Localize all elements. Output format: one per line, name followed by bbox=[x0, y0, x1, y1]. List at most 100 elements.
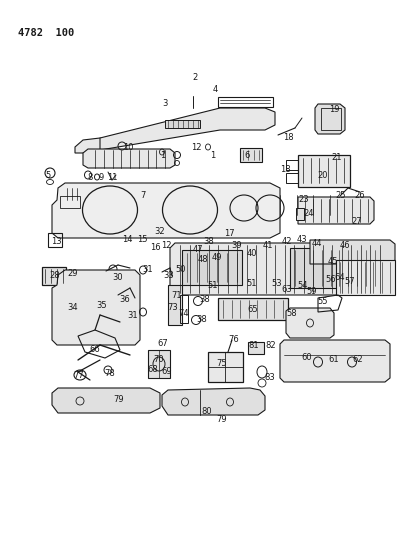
Bar bbox=[248, 342, 264, 354]
Bar bbox=[60, 196, 80, 208]
Text: 17: 17 bbox=[224, 230, 234, 238]
Text: 77: 77 bbox=[73, 372, 84, 381]
Text: 19: 19 bbox=[329, 106, 339, 115]
Polygon shape bbox=[310, 240, 395, 264]
Polygon shape bbox=[52, 183, 280, 238]
Bar bbox=[180, 295, 188, 323]
Text: 21: 21 bbox=[332, 154, 342, 163]
Text: 47: 47 bbox=[193, 245, 203, 254]
Text: 4782  100: 4782 100 bbox=[18, 28, 74, 38]
Text: 16: 16 bbox=[150, 244, 160, 253]
Text: 12: 12 bbox=[161, 241, 171, 251]
Text: 26: 26 bbox=[355, 191, 365, 200]
Text: 18: 18 bbox=[280, 166, 290, 174]
Text: 55: 55 bbox=[318, 297, 328, 306]
Text: 62: 62 bbox=[353, 356, 363, 365]
Text: 69: 69 bbox=[162, 367, 172, 376]
Text: 29: 29 bbox=[68, 269, 78, 278]
Text: 68: 68 bbox=[148, 366, 158, 375]
Bar bbox=[168, 285, 182, 325]
Text: 78: 78 bbox=[104, 368, 115, 377]
Polygon shape bbox=[315, 104, 345, 134]
Text: 75: 75 bbox=[217, 359, 227, 367]
Text: 25: 25 bbox=[336, 191, 346, 200]
Text: 57: 57 bbox=[345, 278, 355, 287]
Text: 79: 79 bbox=[114, 395, 124, 405]
Text: 79: 79 bbox=[217, 416, 227, 424]
Text: 50: 50 bbox=[176, 265, 186, 274]
Text: 3: 3 bbox=[162, 99, 168, 108]
Text: 49: 49 bbox=[212, 253, 222, 262]
Bar bbox=[298, 155, 350, 187]
Text: 63: 63 bbox=[282, 286, 293, 295]
Text: 36: 36 bbox=[120, 295, 131, 304]
Polygon shape bbox=[298, 197, 374, 224]
Text: 83: 83 bbox=[265, 373, 275, 382]
Text: 44: 44 bbox=[312, 239, 322, 248]
Text: 51: 51 bbox=[208, 281, 218, 290]
Bar bbox=[240, 148, 262, 162]
Text: 73: 73 bbox=[168, 303, 178, 311]
Bar bbox=[42, 267, 66, 285]
Text: 27: 27 bbox=[352, 217, 362, 227]
Text: 70: 70 bbox=[154, 356, 164, 365]
Text: 59: 59 bbox=[307, 287, 317, 296]
Text: 18: 18 bbox=[283, 133, 293, 142]
Text: 80: 80 bbox=[202, 408, 212, 416]
Text: 38: 38 bbox=[200, 295, 211, 304]
Text: 32: 32 bbox=[155, 228, 165, 237]
Text: 14: 14 bbox=[122, 236, 132, 245]
Polygon shape bbox=[336, 260, 395, 295]
Text: 8: 8 bbox=[87, 174, 93, 182]
Text: 64: 64 bbox=[335, 273, 345, 282]
Text: 42: 42 bbox=[282, 238, 292, 246]
Text: 61: 61 bbox=[329, 356, 339, 365]
Bar bbox=[182, 250, 242, 285]
Text: 34: 34 bbox=[68, 303, 78, 312]
Bar bbox=[290, 248, 380, 288]
Text: 12: 12 bbox=[191, 143, 201, 152]
Bar bbox=[218, 97, 273, 107]
Text: 81: 81 bbox=[249, 342, 259, 351]
Text: 82: 82 bbox=[266, 341, 276, 350]
Bar bbox=[286, 160, 298, 170]
Text: 41: 41 bbox=[263, 240, 273, 249]
Text: 33: 33 bbox=[164, 271, 174, 280]
Text: 76: 76 bbox=[228, 335, 239, 344]
Bar bbox=[218, 298, 288, 320]
Text: 4: 4 bbox=[213, 85, 217, 94]
Bar bbox=[286, 173, 298, 183]
Text: 1: 1 bbox=[211, 150, 215, 159]
Text: 60: 60 bbox=[302, 353, 312, 362]
Text: 9: 9 bbox=[98, 174, 104, 182]
Text: 30: 30 bbox=[113, 272, 123, 281]
Text: 43: 43 bbox=[297, 236, 307, 245]
Text: 54: 54 bbox=[298, 280, 308, 289]
Text: 5: 5 bbox=[45, 171, 51, 180]
Polygon shape bbox=[170, 243, 390, 295]
Text: 74: 74 bbox=[179, 309, 189, 318]
Bar bbox=[321, 108, 341, 130]
Text: 38: 38 bbox=[197, 316, 207, 325]
Polygon shape bbox=[52, 270, 140, 345]
Text: 53: 53 bbox=[272, 279, 282, 287]
Text: 65: 65 bbox=[248, 305, 258, 314]
Text: 66: 66 bbox=[90, 345, 100, 354]
Text: 39: 39 bbox=[232, 240, 242, 249]
Polygon shape bbox=[286, 308, 334, 338]
Text: 40: 40 bbox=[247, 249, 257, 259]
Text: 15: 15 bbox=[137, 236, 147, 245]
Text: 38: 38 bbox=[204, 237, 214, 246]
Text: 58: 58 bbox=[287, 309, 297, 318]
Text: 35: 35 bbox=[97, 301, 107, 310]
Text: 23: 23 bbox=[299, 196, 309, 205]
Text: 31: 31 bbox=[143, 265, 153, 274]
Text: 51: 51 bbox=[247, 279, 257, 288]
Bar bbox=[296, 208, 304, 220]
Text: 10: 10 bbox=[123, 143, 133, 152]
Text: 24: 24 bbox=[304, 208, 314, 217]
Text: 2: 2 bbox=[193, 74, 197, 83]
Bar bbox=[48, 233, 62, 247]
Polygon shape bbox=[75, 138, 110, 153]
Text: 1: 1 bbox=[160, 150, 166, 159]
